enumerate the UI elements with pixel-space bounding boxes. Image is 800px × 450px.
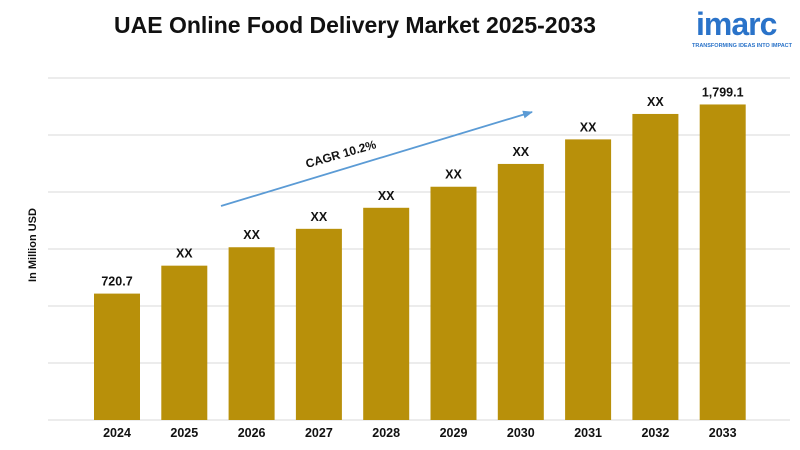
x-tick-2026: 2026 bbox=[238, 426, 266, 440]
bar-2033 bbox=[699, 104, 746, 420]
data-label-2033: 1,799.1 bbox=[702, 85, 744, 99]
data-label-2029: XX bbox=[445, 168, 462, 182]
x-tick-2033: 2033 bbox=[709, 426, 737, 440]
bar-2024 bbox=[94, 293, 140, 420]
x-tick-2031: 2031 bbox=[574, 426, 602, 440]
data-labels: 720.7 XX XX XX XX XX XX XX XX 1,799.1 bbox=[101, 85, 743, 288]
bar-2029 bbox=[430, 186, 477, 420]
x-tick-2024: 2024 bbox=[103, 426, 131, 440]
bar-2028 bbox=[363, 207, 410, 420]
bar-2027 bbox=[295, 228, 342, 420]
x-tick-2032: 2032 bbox=[641, 426, 669, 440]
data-label-2030: XX bbox=[512, 145, 529, 159]
bar-2026 bbox=[228, 247, 275, 420]
x-tick-2028: 2028 bbox=[372, 426, 400, 440]
bar-2030 bbox=[497, 163, 544, 420]
bars bbox=[94, 104, 746, 420]
data-label-2028: XX bbox=[378, 189, 395, 203]
imarc-logo: imarc TRANSFORMING IDEAS INTO IMPACT bbox=[690, 6, 794, 56]
bar-2031 bbox=[565, 139, 612, 420]
data-label-2024: 720.7 bbox=[101, 275, 132, 289]
gridlines bbox=[48, 77, 790, 421]
chart-title: UAE Online Food Delivery Market 2025-203… bbox=[114, 12, 596, 38]
data-label-2031: XX bbox=[580, 120, 597, 134]
x-tick-2030: 2030 bbox=[507, 426, 535, 440]
bar-2025 bbox=[161, 265, 208, 420]
bar-2032 bbox=[632, 113, 679, 420]
x-tick-2029: 2029 bbox=[440, 426, 468, 440]
data-label-2027: XX bbox=[311, 210, 328, 224]
data-label-2032: XX bbox=[647, 95, 664, 109]
x-tick-2027: 2027 bbox=[305, 426, 333, 440]
x-tick-2025: 2025 bbox=[170, 426, 198, 440]
cagr-annotation: CAGR 10.2% bbox=[304, 137, 378, 171]
data-label-2025: XX bbox=[176, 247, 193, 261]
logo-tagline: TRANSFORMING IDEAS INTO IMPACT bbox=[691, 43, 793, 49]
data-label-2026: XX bbox=[243, 228, 260, 242]
cagr-arrow bbox=[220, 110, 533, 207]
x-tick-labels: 2024 2025 2026 2027 2028 2029 2030 2031 2032 2033 bbox=[103, 426, 737, 440]
logo-word: imarc bbox=[696, 6, 777, 42]
